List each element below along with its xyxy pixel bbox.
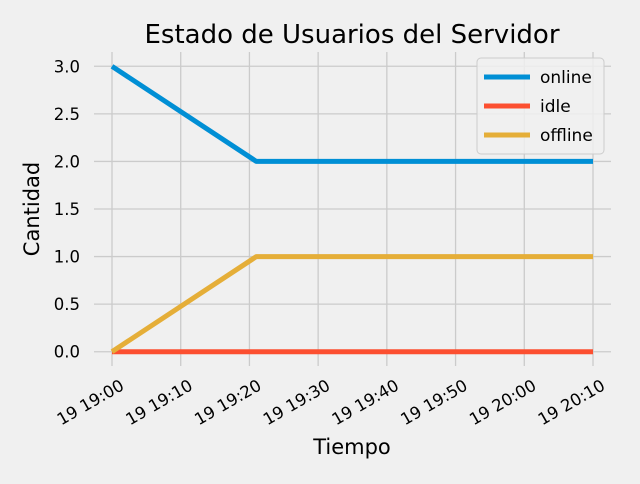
y-tick-label: 0.5 — [54, 295, 80, 314]
series-line-online — [110, 64, 593, 164]
y-tick-label: 2.5 — [54, 105, 80, 124]
y-axis-label: Cantidad — [20, 162, 44, 256]
series-line-offline — [110, 254, 593, 354]
series-lines — [110, 64, 593, 355]
legend-label-offline: offline — [540, 126, 593, 146]
y-tick-label: 1.5 — [54, 200, 80, 219]
legend-label-idle: idle — [540, 97, 571, 117]
y-tick-label: 1.0 — [54, 248, 80, 267]
y-tick-label: 3.0 — [54, 57, 80, 76]
x-axis-label: Tiempo — [312, 435, 391, 459]
chart-title: Estado de Usuarios del Servidor — [144, 20, 559, 50]
y-tick-labels: 0.0 0.5 1.0 1.5 2.0 2.5 3.0 — [54, 57, 80, 361]
y-tick-label: 0.0 — [54, 343, 80, 362]
legend: online idle offline — [476, 57, 605, 155]
y-tick-label: 2.0 — [54, 152, 80, 171]
legend-label-online: online — [540, 68, 592, 88]
legend-box — [476, 57, 605, 155]
